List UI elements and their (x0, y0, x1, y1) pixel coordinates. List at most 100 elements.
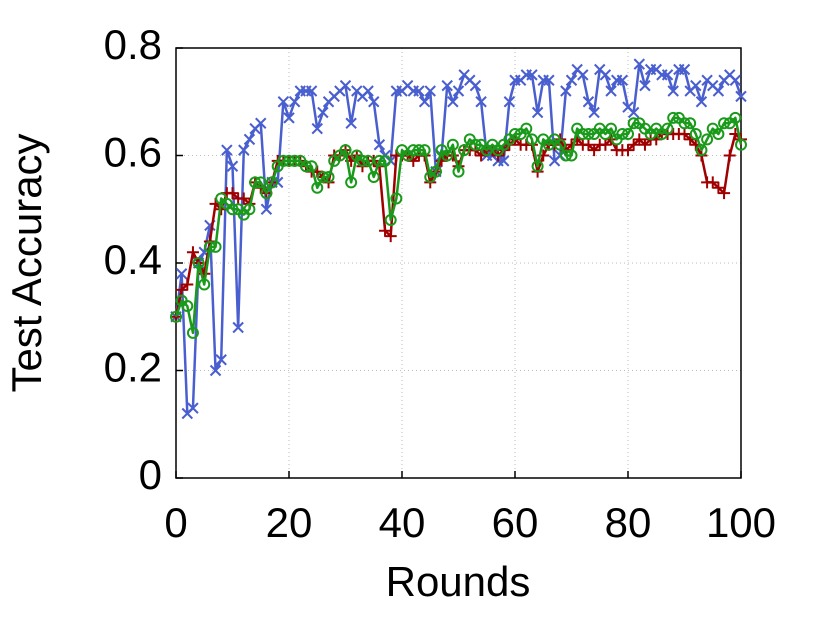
marker (373, 139, 386, 151)
marker (198, 278, 211, 291)
marker (712, 181, 725, 194)
marker (373, 154, 386, 167)
marker (418, 96, 431, 108)
marker (639, 79, 651, 92)
marker (192, 257, 205, 269)
marker (729, 74, 742, 86)
marker (311, 181, 324, 194)
marker (413, 85, 425, 97)
marker (554, 138, 567, 151)
marker (577, 69, 589, 81)
marker (543, 74, 555, 86)
marker (627, 138, 640, 151)
marker (238, 144, 250, 156)
marker (701, 133, 714, 146)
marker (181, 300, 194, 312)
marker (384, 214, 397, 226)
marker (260, 187, 273, 200)
marker (384, 230, 397, 243)
marker (497, 155, 510, 167)
marker (689, 128, 702, 140)
marker (605, 85, 617, 97)
x-tick-label: 40 (379, 499, 426, 546)
marker (588, 106, 600, 119)
marker (616, 128, 629, 140)
marker (226, 203, 239, 216)
y-tick-label: 0.4 (104, 236, 162, 283)
marker (582, 128, 595, 140)
marker (475, 96, 487, 108)
marker (690, 79, 702, 92)
marker (526, 69, 538, 81)
y-tick-label: 0.2 (104, 344, 162, 391)
marker (695, 144, 708, 157)
marker (667, 111, 680, 124)
marker (582, 138, 595, 151)
y-axis-label: Test Accuracy (3, 133, 50, 392)
marker (418, 144, 431, 157)
marker (525, 133, 538, 146)
y-tick-label: 0.6 (104, 129, 162, 176)
marker (633, 58, 646, 70)
marker (718, 117, 731, 130)
marker (424, 85, 436, 97)
marker (299, 160, 312, 173)
marker (322, 171, 335, 183)
x-tick-label: 20 (266, 499, 313, 546)
marker (203, 240, 216, 253)
marker (667, 85, 679, 97)
marker (232, 321, 244, 334)
marker (215, 354, 227, 366)
marker (368, 96, 380, 108)
marker (181, 278, 194, 291)
marker (452, 85, 465, 97)
marker (175, 283, 188, 296)
x-tick-label: 80 (605, 499, 652, 546)
x-tick-label: 100 (706, 499, 776, 546)
marker (565, 138, 578, 151)
marker (599, 69, 612, 81)
marker (283, 154, 295, 167)
marker (283, 112, 295, 124)
marker (452, 165, 465, 178)
marker (661, 122, 674, 135)
marker (469, 79, 482, 92)
marker (503, 96, 516, 108)
marker (288, 154, 301, 167)
x-axis-label: Rounds (386, 558, 531, 605)
marker (260, 203, 273, 215)
marker (237, 192, 250, 205)
marker (712, 128, 725, 140)
marker (209, 364, 222, 377)
marker (723, 149, 736, 162)
marker (305, 160, 318, 173)
marker (565, 149, 578, 162)
marker (588, 144, 601, 157)
marker (627, 106, 640, 119)
marker (429, 165, 442, 178)
marker (678, 63, 691, 76)
marker (447, 96, 459, 108)
marker (718, 187, 731, 200)
marker (367, 171, 380, 183)
marker (345, 117, 357, 129)
marker (441, 79, 453, 92)
marker (175, 268, 188, 280)
marker (531, 106, 544, 119)
marker (277, 154, 290, 167)
marker (243, 133, 256, 146)
marker (661, 69, 674, 81)
marker (599, 138, 612, 151)
marker (170, 310, 182, 323)
marker (356, 154, 369, 167)
marker (412, 144, 425, 157)
marker (441, 149, 454, 162)
marker (362, 85, 374, 97)
marker (638, 138, 651, 151)
marker (249, 176, 262, 189)
marker (255, 117, 267, 129)
marker (186, 246, 199, 259)
marker (187, 402, 199, 414)
plot-frame (175, 47, 742, 479)
marker (706, 176, 719, 189)
